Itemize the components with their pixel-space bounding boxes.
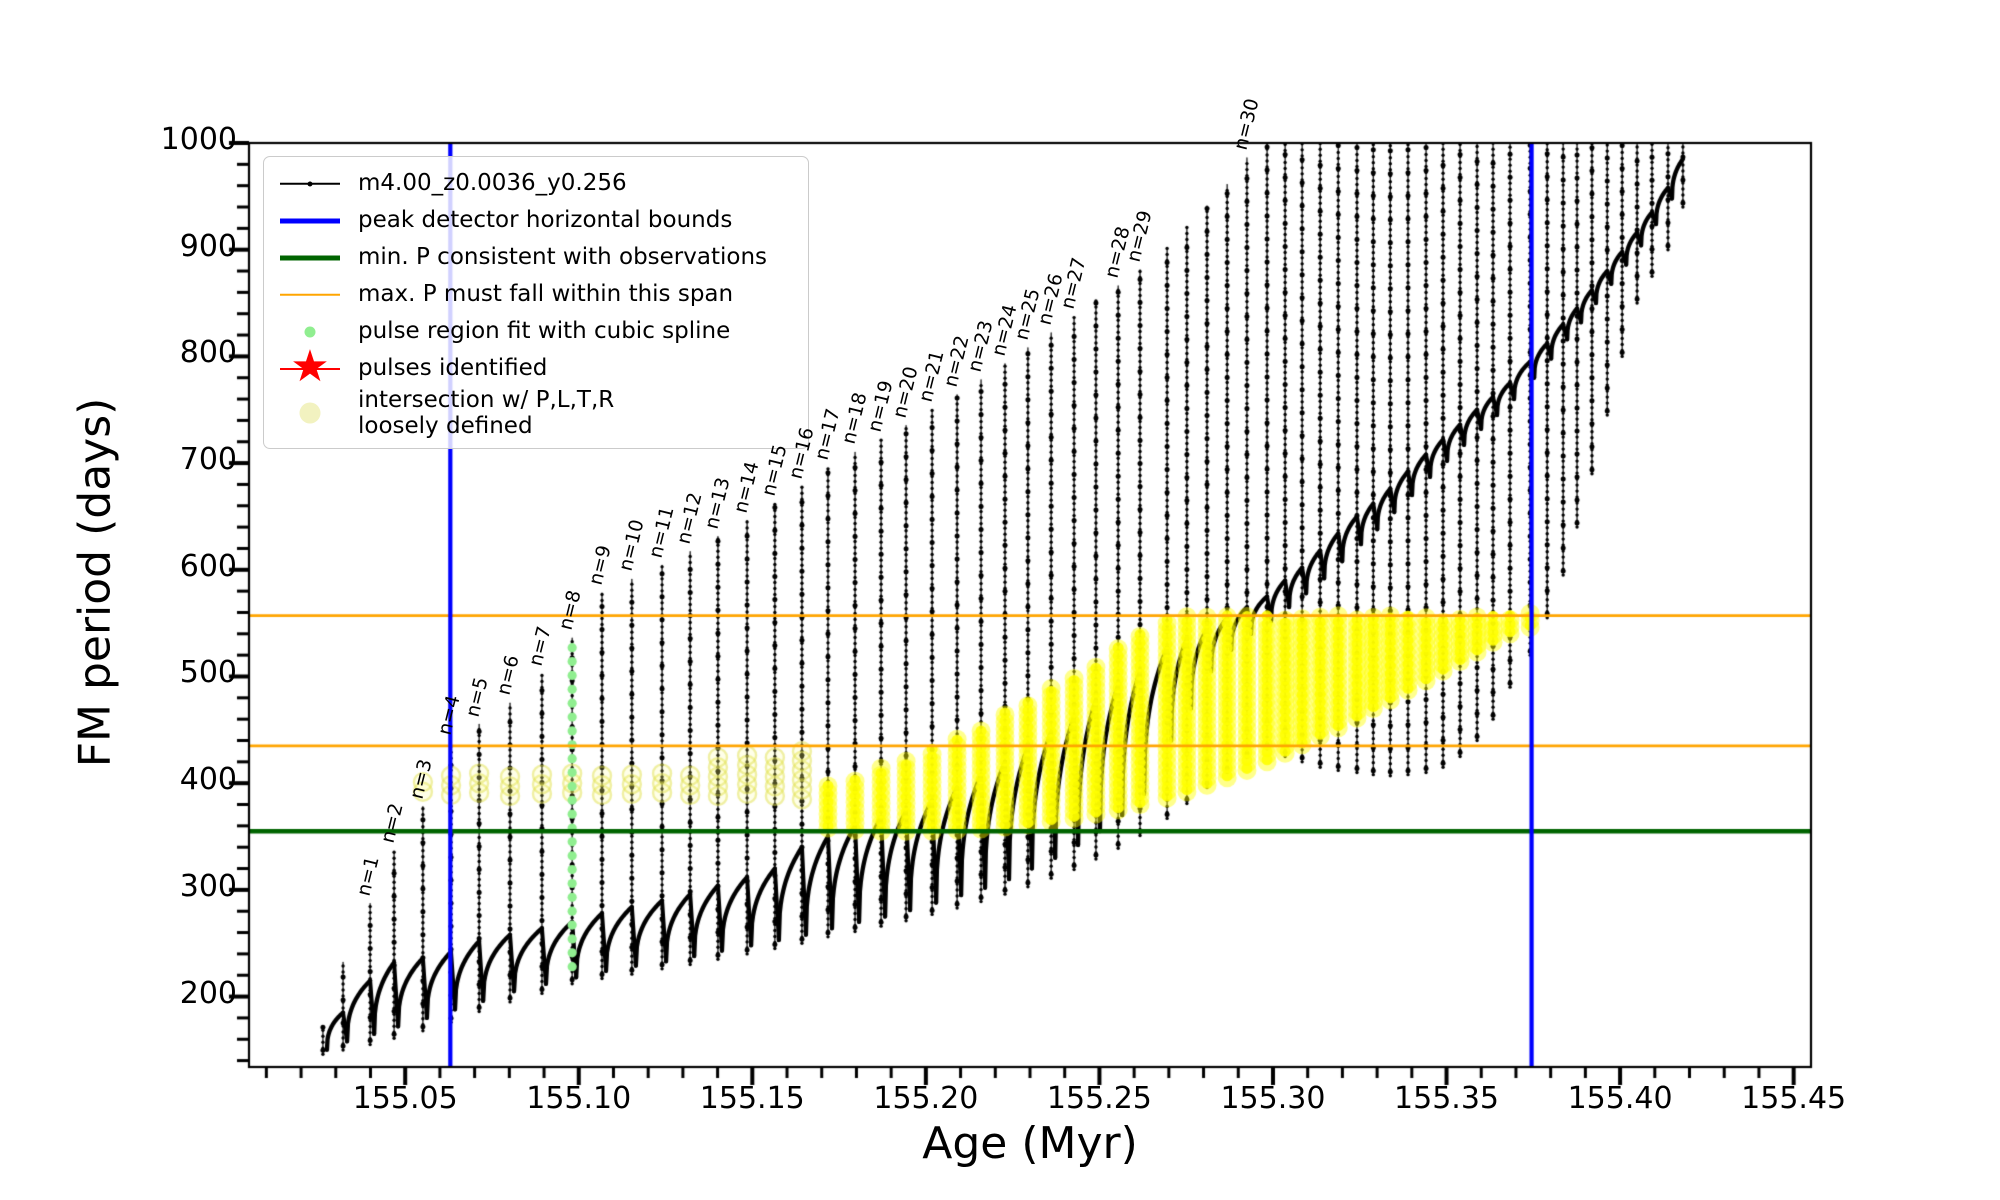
blue-line-icon	[278, 203, 342, 239]
x-tick-label: 155.30	[1220, 1081, 1326, 1116]
y-tick-label: 300	[179, 868, 237, 904]
legend-label: min. P consistent with observations	[358, 244, 768, 271]
y-tick-label: 400	[179, 762, 237, 798]
y-tick-label: 600	[179, 548, 237, 584]
y-axis-label: FM period (days)	[69, 397, 121, 768]
orange-line-icon	[278, 277, 342, 313]
y-tick-label: 900	[179, 228, 237, 264]
legend-item-bounds: peak detector horizontal bounds	[278, 202, 794, 239]
legend-item-pulses: ★ pulses identified	[278, 344, 794, 388]
y-tick-label: 200	[179, 975, 237, 1011]
x-tick-label: 155.45	[1741, 1081, 1847, 1116]
x-tick-label: 155.40	[1567, 1081, 1673, 1116]
x-tick-label: 155.05	[352, 1081, 458, 1116]
y-tick-label: 700	[179, 442, 237, 478]
green-line-icon	[278, 240, 342, 276]
legend-item-max-span: max. P must fall within this span	[278, 276, 794, 313]
legend-label: peak detector horizontal bounds	[358, 207, 733, 234]
y-tick-label: 500	[179, 655, 237, 691]
legend-label: pulses identified	[358, 355, 548, 382]
legend-label: pulse region fit with cubic spline	[358, 318, 731, 345]
legend-item-spline: pulse region fit with cubic spline	[278, 313, 794, 350]
legend: m4.00_z0.0036_y0.256 peak detector horiz…	[263, 156, 809, 449]
x-axis-label: Age (Myr)	[922, 1118, 1138, 1169]
red-star-icon: ★	[278, 344, 342, 388]
x-tick-label: 155.15	[699, 1081, 805, 1116]
track-line-icon	[278, 166, 342, 202]
x-tick-label: 155.25	[1046, 1081, 1152, 1116]
lightgreen-dot-icon	[278, 314, 342, 350]
legend-item-min-p: min. P consistent with observations	[278, 239, 794, 276]
legend-item-track: m4.00_z0.0036_y0.256	[278, 165, 794, 202]
legend-label: max. P must fall within this span	[358, 281, 734, 308]
legend-label: m4.00_z0.0036_y0.256	[358, 170, 627, 197]
x-tick-label: 155.35	[1394, 1081, 1500, 1116]
paleyellow-dot-icon	[278, 395, 342, 431]
y-tick-label: 800	[179, 335, 237, 371]
x-tick-label: 155.20	[873, 1081, 979, 1116]
legend-item-intersection: intersection w/ P,L,T,R loosely defined	[278, 387, 794, 440]
y-tick-label: 1000	[160, 122, 237, 157]
x-tick-label: 155.10	[526, 1081, 632, 1116]
legend-label: intersection w/ P,L,T,R loosely defined	[358, 387, 615, 440]
